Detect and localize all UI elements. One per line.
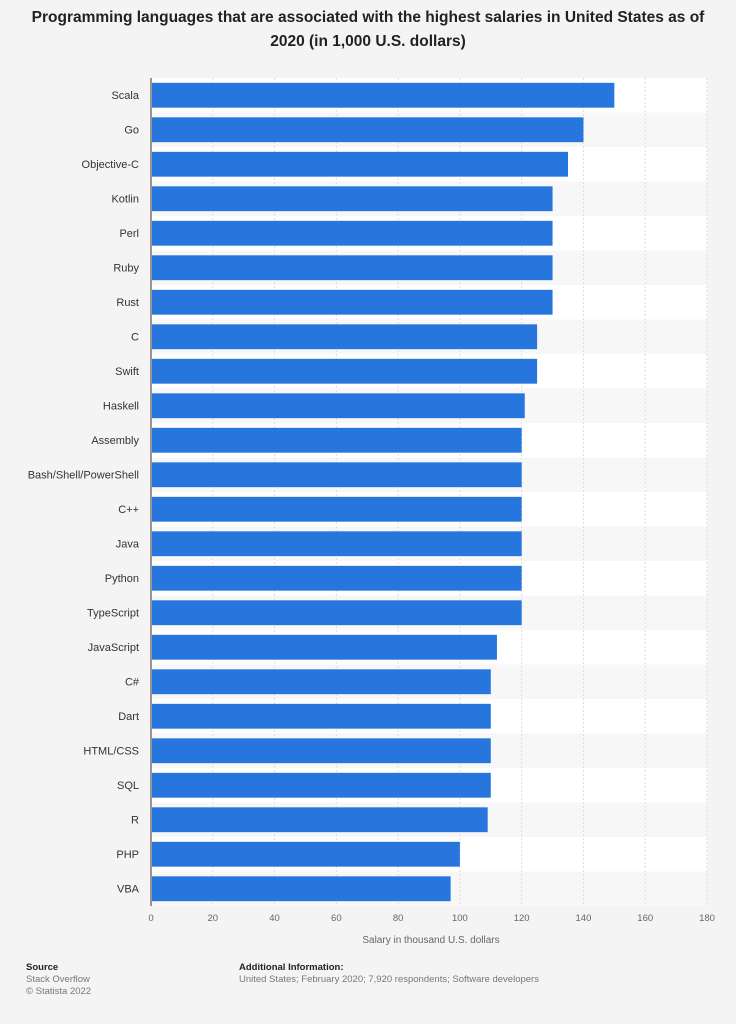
category-label: VBA — [117, 883, 140, 895]
x-tick-label: 120 — [514, 913, 530, 924]
bar — [152, 117, 584, 143]
bar — [152, 324, 538, 350]
chart-title: Programming languages that are associate… — [31, 9, 705, 50]
bar — [152, 427, 522, 453]
bar — [152, 289, 553, 315]
category-label: Dart — [118, 711, 139, 723]
category-label: Swift — [115, 366, 139, 378]
x-tick-label: 180 — [699, 913, 715, 924]
category-label: R — [131, 814, 139, 826]
bar — [152, 669, 491, 695]
x-tick-label: 80 — [393, 913, 404, 924]
bar — [152, 358, 538, 384]
bar — [152, 186, 553, 212]
category-label: C++ — [118, 504, 139, 516]
category-label: Python — [105, 573, 139, 585]
x-tick-label: 60 — [331, 913, 342, 924]
x-tick-label: 0 — [148, 913, 153, 924]
source-line: Stack Overflow — [26, 974, 90, 985]
x-tick-label: 100 — [452, 913, 468, 924]
additional-info-text: United States; February 2020; 7,920 resp… — [239, 974, 539, 985]
bar — [152, 703, 491, 729]
x-tick-label: 40 — [269, 913, 280, 924]
category-label: Haskell — [103, 400, 139, 412]
x-tick-label: 20 — [207, 913, 218, 924]
x-tick-label: 140 — [576, 913, 592, 924]
additional-info-block: Additional Information: United States; F… — [239, 962, 539, 986]
category-label: C — [131, 331, 139, 343]
copyright-line: © Statista 2022 — [26, 986, 92, 997]
category-label: Objective-C — [82, 159, 140, 171]
bar — [152, 807, 488, 833]
category-label: SQL — [117, 780, 139, 792]
bar — [152, 82, 615, 108]
category-label: TypeScript — [87, 607, 139, 619]
category-label: Java — [116, 538, 140, 550]
category-label: Rust — [116, 297, 139, 309]
source-label: Source — [26, 962, 59, 973]
category-label: Perl — [119, 228, 139, 240]
bar — [152, 220, 553, 246]
bar — [152, 600, 522, 626]
bar-chart: 0 20 40 60 80 100 120 140 160 180 Scala Go Objective… — [28, 78, 715, 946]
bar — [152, 531, 522, 557]
category-label: Kotlin — [111, 193, 139, 205]
category-label: PHP — [116, 849, 139, 861]
category-label: Bash/Shell/PowerShell — [28, 469, 139, 481]
bar — [152, 393, 525, 419]
bar — [152, 496, 522, 522]
bar — [152, 876, 451, 902]
category-label: JavaScript — [88, 642, 139, 654]
bar — [152, 772, 491, 798]
category-label: Scala — [111, 90, 139, 102]
bar — [152, 255, 553, 281]
bar — [152, 565, 522, 591]
x-tick-label: 160 — [637, 913, 653, 924]
bar — [152, 462, 522, 488]
source-block: Source Stack Overflow © Statista 2022 — [26, 962, 91, 998]
category-label: HTML/CSS — [83, 745, 139, 757]
bar — [152, 841, 460, 867]
category-label: Ruby — [113, 262, 139, 274]
category-label: C# — [125, 676, 140, 688]
additional-info-label: Additional Information: — [239, 962, 344, 973]
bar — [152, 151, 568, 177]
category-label: Go — [124, 124, 139, 136]
bar — [152, 634, 497, 660]
x-axis-label: Salary in thousand U.S. dollars — [362, 935, 499, 946]
category-label: Assembly — [91, 435, 139, 447]
bar — [152, 738, 491, 764]
